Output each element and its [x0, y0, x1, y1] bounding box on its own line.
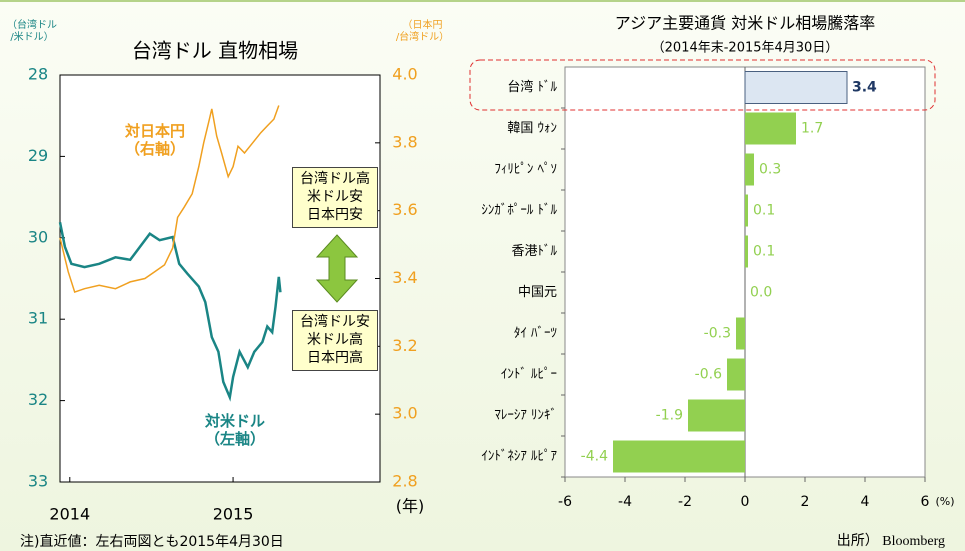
series-line: [59, 105, 280, 294]
x-tick-label: 4: [861, 494, 870, 510]
bar: [727, 358, 745, 391]
y-tick-label: 33: [28, 472, 48, 491]
value-label: -0.3: [704, 326, 731, 342]
x-axis-label: (年): [396, 497, 425, 516]
series-label: 対日本円 （右軸）: [124, 122, 185, 158]
category-label: 韓国 ｳｫﾝ: [507, 121, 557, 136]
left-plot-area: [59, 74, 381, 483]
x-tick-label: 6: [921, 494, 930, 510]
bar: [745, 112, 796, 145]
right-title: アジア主要通貨 対米ドル相場騰落率: [615, 14, 875, 33]
y-axis-label: （台湾ドル /米ドル）: [7, 20, 57, 43]
bar: [745, 194, 748, 227]
y2-tick-label: 3.4: [392, 268, 417, 287]
annotation-box: 台湾ドル高 米ドル安 日本円安: [292, 167, 378, 228]
category-label: ｲﾝﾄﾞﾈｼｱ ﾙﾋﾟｱ: [481, 449, 557, 464]
series-label: 対米ドル （左軸）: [204, 412, 265, 448]
value-label: -4.4: [581, 449, 608, 465]
category-label: ｼﾝｶﾞﾎﾟｰﾙ ﾄﾞﾙ: [481, 203, 557, 218]
x-tick-label: 2015: [213, 505, 254, 524]
double-arrow: [315, 234, 359, 303]
bar: [744, 71, 848, 104]
left-title: 台湾ドル 直物相場: [132, 39, 298, 63]
value-label: -1.9: [656, 408, 683, 424]
category-label: ｲﾝﾄﾞ ﾙﾋﾟｰ: [501, 367, 557, 382]
source: 出所） Bloomberg: [837, 533, 945, 549]
note: 注)直近値：左右両図とも2015年4月30日: [20, 533, 284, 550]
series-line: [58, 222, 282, 402]
value-label: 3.4: [852, 80, 877, 96]
x-tick-label: -4: [618, 494, 632, 510]
category-label: ﾀｲ ﾊﾞｰﾂ: [514, 326, 557, 341]
value-label: 0.0: [750, 285, 772, 301]
bar: [745, 235, 748, 268]
x-tick-label: 2014: [49, 505, 90, 524]
y2-tick-label: 4.0: [392, 65, 417, 84]
y2-tick-label: 3.8: [392, 132, 417, 151]
category-label: 中国元: [518, 285, 557, 300]
x-tick-label: 0: [741, 494, 750, 510]
y2-tick-label: 3.6: [392, 200, 417, 219]
y-tick-label: 28: [28, 65, 48, 84]
bar: [736, 317, 745, 350]
category-label: 台湾 ﾄﾞﾙ: [507, 79, 557, 95]
value-label: -0.6: [695, 367, 722, 383]
annotation-box: 台湾ドル安 米ドル高 日本円高: [292, 310, 378, 371]
highlight-frame: [469, 59, 936, 111]
x-tick-label: 2: [801, 494, 810, 510]
y-tick-label: 29: [28, 146, 48, 165]
category-label: ﾌｨﾘﾋﾟﾝ ﾍﾟｿ: [494, 162, 557, 177]
value-label: 1.7: [801, 121, 823, 137]
x-axis-unit: (%): [935, 495, 954, 508]
bar: [613, 440, 745, 473]
value-label: 0.3: [759, 162, 781, 178]
y-tick-label: 32: [28, 390, 48, 409]
right-subtitle: （2014年末-2015年4月30日）: [652, 41, 839, 56]
value-label: 0.1: [753, 203, 775, 219]
y2-axis-label: （日本円 /台湾ドル）: [395, 20, 450, 43]
bar: [745, 153, 754, 186]
y2-tick-label: 3.2: [392, 336, 417, 355]
category-label: ﾏﾚｰｼｱ ﾘﾝｷﾞ: [494, 408, 557, 423]
bar: [688, 399, 745, 432]
value-label: 0.1: [753, 244, 775, 260]
x-tick-label: -6: [558, 494, 572, 510]
y2-tick-label: 2.8: [392, 472, 417, 491]
x-tick-label: -2: [678, 494, 692, 510]
y-tick-label: 31: [28, 309, 48, 328]
y-tick-label: 30: [28, 227, 48, 246]
category-label: 香港ﾄﾞﾙ: [511, 244, 557, 259]
y2-tick-label: 3.0: [392, 404, 417, 423]
